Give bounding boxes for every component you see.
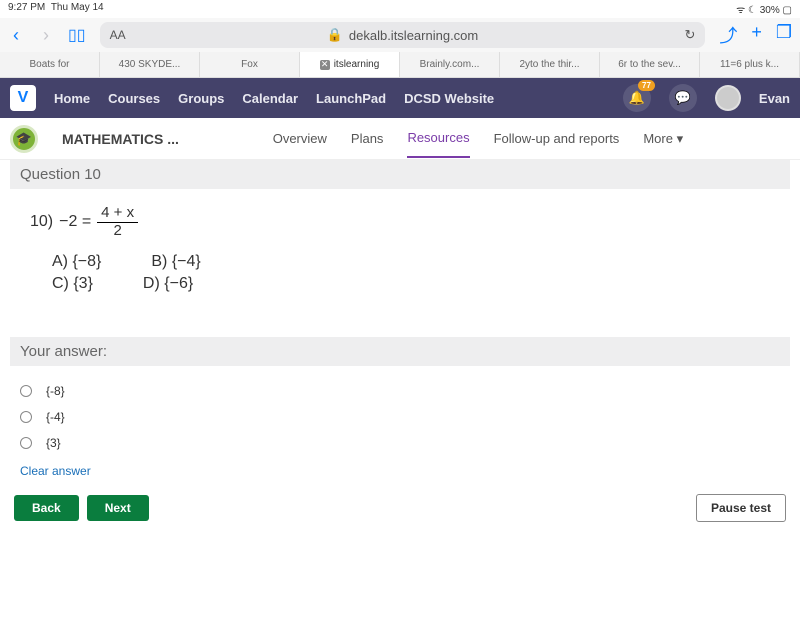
nav-calendar[interactable]: Calendar [242, 91, 298, 106]
app-logo[interactable]: V [10, 85, 36, 111]
main-content: Question 10 10) −2 = 4 + x 2 A) {−8} B) … [0, 160, 800, 618]
subnav-more[interactable]: More ▾ [643, 120, 683, 158]
browser-toolbar: ‹ › ▯▯ AA 🔒 dekalb.itslearning.com ↻ ⤴ +… [0, 18, 800, 52]
answer-option-label: {-4} [46, 410, 65, 424]
equation-fraction: 4 + x 2 [97, 205, 138, 239]
status-date: Thu May 14 [51, 2, 104, 13]
bookmarks-icon[interactable]: ▯▯ [68, 25, 86, 45]
forward-arrow[interactable]: › [38, 25, 54, 46]
text-size-icon[interactable]: AA [110, 28, 126, 42]
notification-badge: 77 [638, 80, 655, 91]
fraction-denominator: 2 [109, 223, 125, 240]
nav-dcsd[interactable]: DCSD Website [404, 91, 494, 106]
choice-c: C) {3} [52, 275, 93, 293]
nav-home[interactable]: Home [54, 91, 90, 106]
radio-icon[interactable] [20, 411, 32, 423]
subnav-overview[interactable]: Overview [273, 120, 327, 157]
answer-option-label: {-8} [46, 384, 65, 398]
choice-a: A) {−8} [52, 253, 101, 271]
url-bar[interactable]: AA 🔒 dekalb.itslearning.com ↻ [100, 22, 706, 48]
new-tab-icon[interactable]: + [751, 22, 762, 48]
close-tab-icon[interactable]: ✕ [320, 60, 330, 70]
chat-icon: 💬 [675, 90, 691, 106]
subnav-resources[interactable]: Resources [407, 119, 469, 158]
question-header: Question 10 [10, 160, 790, 189]
browser-tab[interactable]: 430 SKYDE... [100, 52, 200, 77]
fraction-numerator: 4 + x [97, 205, 138, 223]
nav-launchpad[interactable]: LaunchPad [316, 91, 386, 106]
bell-icon: 🔔 [629, 90, 645, 106]
subnav-plans[interactable]: Plans [351, 120, 384, 157]
course-title[interactable]: MATHEMATICS ... [62, 131, 179, 147]
tabs-icon[interactable]: ❐ [776, 22, 792, 48]
messages-button[interactable]: 💬 [669, 84, 697, 112]
url-host: dekalb.itslearning.com [349, 28, 478, 43]
answer-option[interactable]: {3} [10, 430, 790, 456]
next-button[interactable]: Next [87, 495, 149, 521]
answer-header: Your answer: [10, 337, 790, 366]
answer-option[interactable]: {-8} [10, 378, 790, 404]
user-avatar[interactable] [715, 85, 741, 111]
question-body: 10) −2 = 4 + x 2 A) {−8} B) {−4} C) {3} … [10, 205, 790, 317]
answer-option[interactable]: {-4} [10, 404, 790, 430]
status-time: 9:27 PM [8, 2, 45, 13]
answer-option-label: {3} [46, 436, 61, 450]
app-navbar: V Home Courses Groups Calendar LaunchPad… [0, 78, 800, 118]
radio-icon[interactable] [20, 385, 32, 397]
choice-b: B) {−4} [151, 253, 200, 271]
browser-tab[interactable]: Boats for [0, 52, 100, 77]
ios-status-bar: 9:27 PM Thu May 14 ᯤ ☾ 30% ▢ [0, 0, 800, 18]
back-arrow[interactable]: ‹ [8, 25, 24, 46]
browser-tabs: Boats for 430 SKYDE... Fox ✕itslearning … [0, 52, 800, 78]
back-button[interactable]: Back [14, 495, 79, 521]
status-right: ᯤ ☾ 30% ▢ [736, 2, 792, 16]
browser-tab[interactable]: 2yto the thir... [500, 52, 600, 77]
lock-icon: 🔒 [327, 27, 343, 43]
browser-tab[interactable]: 11=6 plus k... [700, 52, 800, 77]
button-row: Back Next Pause test [10, 486, 790, 530]
clear-answer-link[interactable]: Clear answer [10, 456, 790, 486]
browser-tab[interactable]: Brainly.com... [400, 52, 500, 77]
chevron-down-icon: ▾ [677, 131, 684, 146]
user-name[interactable]: Evan [759, 91, 790, 106]
choice-d: D) {−6} [143, 275, 193, 293]
nav-courses[interactable]: Courses [108, 91, 160, 106]
course-icon[interactable]: 🎓 [10, 125, 38, 153]
radio-icon[interactable] [20, 437, 32, 449]
question-number: 10) [30, 213, 53, 231]
browser-tab-active[interactable]: ✕itslearning [300, 52, 400, 77]
browser-tab[interactable]: 6r to the sev... [600, 52, 700, 77]
reload-icon[interactable]: ↻ [684, 27, 695, 43]
notifications-button[interactable]: 🔔 77 [623, 84, 651, 112]
nav-groups[interactable]: Groups [178, 91, 224, 106]
course-subnav: 🎓 MATHEMATICS ... Overview Plans Resourc… [0, 118, 800, 160]
subnav-followup[interactable]: Follow-up and reports [494, 120, 620, 157]
pause-test-button[interactable]: Pause test [696, 494, 786, 522]
browser-tab[interactable]: Fox [200, 52, 300, 77]
equation-lhs: −2 = [59, 213, 91, 231]
share-icon[interactable]: ⤴ [719, 22, 737, 48]
